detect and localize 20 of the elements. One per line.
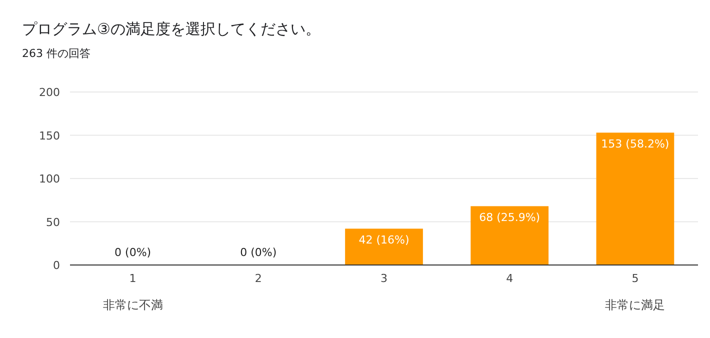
- data-label: 0 (0%): [240, 246, 277, 259]
- data-label: 153 (58.2%): [601, 138, 670, 151]
- bar: [470, 206, 549, 265]
- x-tick-label: 3: [380, 272, 388, 285]
- data-label: 42 (16%): [358, 234, 410, 247]
- chart-subtitle: 263 件の回答: [22, 47, 90, 60]
- y-tick-label: 150: [39, 129, 60, 142]
- x-tick-label: 5 非常に満足: [605, 272, 666, 312]
- y-tick-label: 0: [53, 259, 60, 272]
- data-label: 0 (0%): [114, 246, 152, 259]
- x-tick-label: 1 非常に不満: [102, 272, 163, 312]
- chart-title: プログラム③の満足度を選択してください。: [22, 20, 320, 38]
- bar: [345, 228, 423, 265]
- y-tick-label: 100: [39, 172, 60, 186]
- y-tick-label: 200: [39, 86, 60, 99]
- x-tick-label: 4: [506, 272, 514, 285]
- data-label: 68 (25.9%): [479, 211, 540, 224]
- x-tick-label: 2: [254, 272, 262, 285]
- y-tick-label: 50: [46, 216, 60, 229]
- bar: [596, 132, 674, 265]
